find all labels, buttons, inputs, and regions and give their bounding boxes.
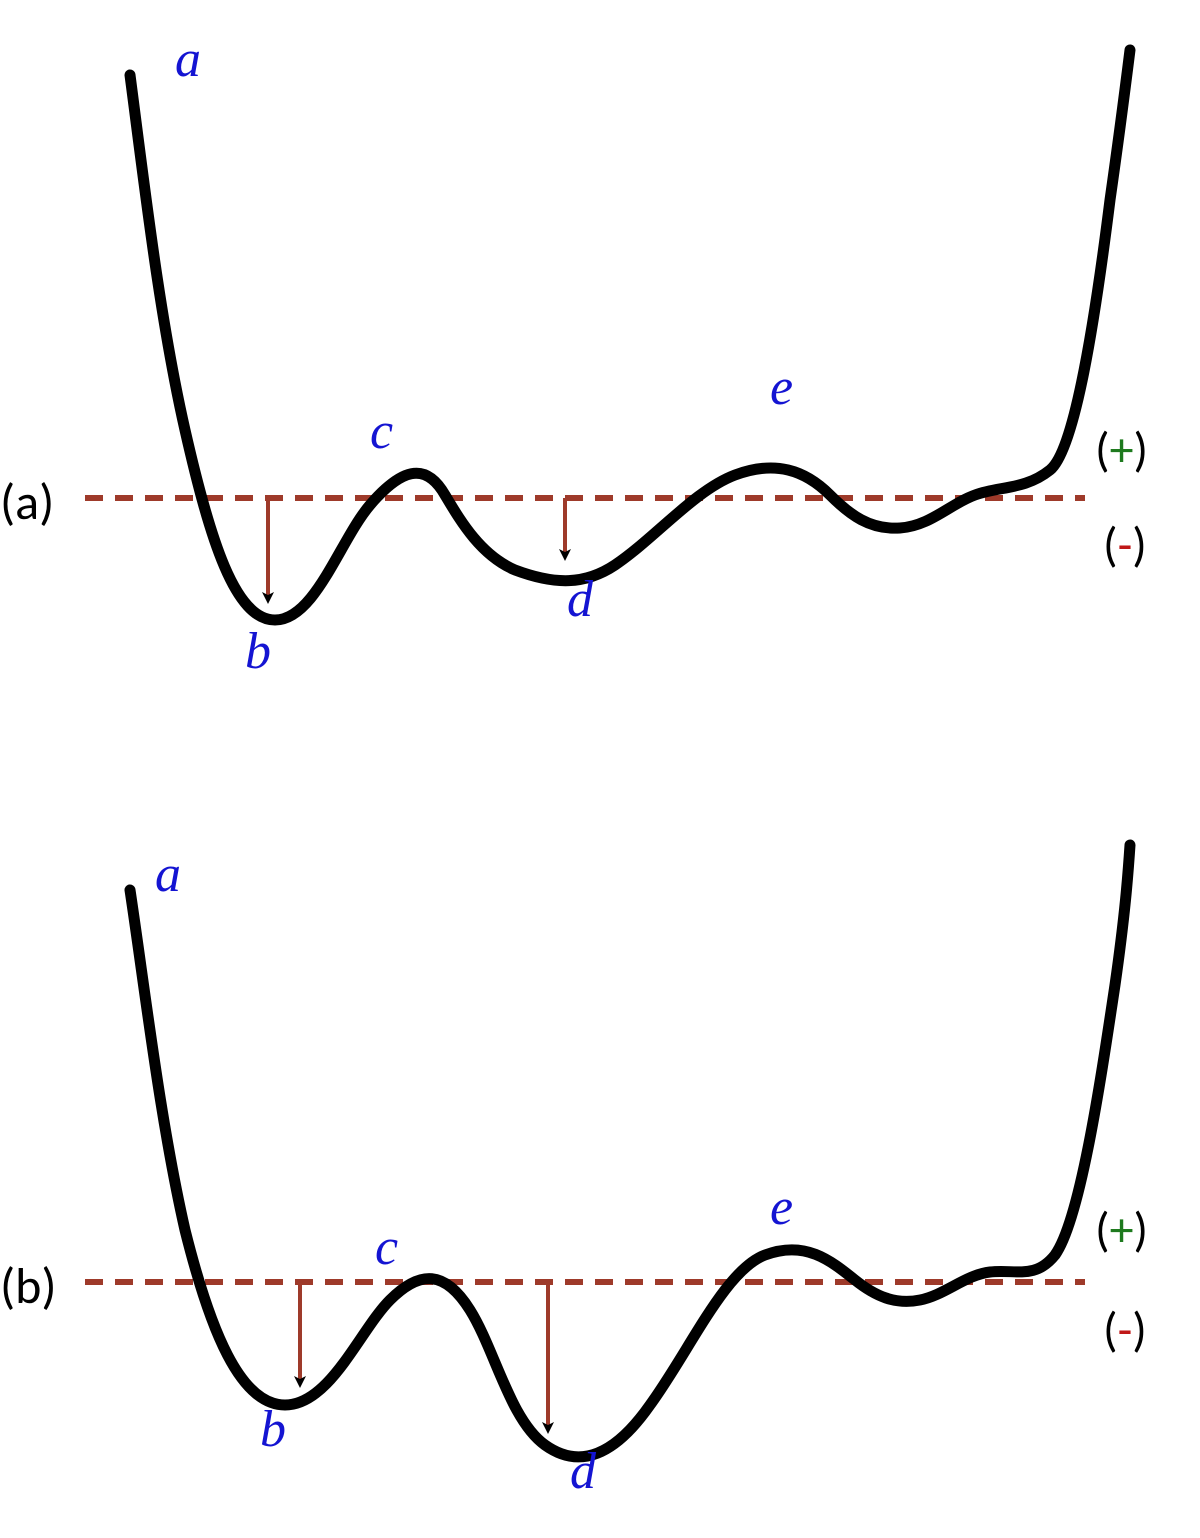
panel-b-label: (b) [0,1256,57,1317]
point-a-a: a [175,30,201,89]
panel-a-label: (a) [0,472,54,533]
sign-b-plus: (+) [1095,1200,1148,1259]
point-a-b: b [245,622,271,681]
point-b-a: a [155,845,181,904]
panel-a [85,50,1130,620]
sign-b-minus: (-) [1103,1300,1147,1359]
sign-a-plus: (+) [1095,420,1148,479]
point-a-d: d [567,570,593,629]
point-b-b: b [260,1400,286,1459]
point-a-c: c [370,402,393,461]
point-b-c: c [375,1218,398,1277]
figure: (a) a b c d e (+) (-) (b) a b c d e (+) … [0,0,1200,1538]
potential-curve-a [130,50,1130,620]
panel-b [85,845,1130,1457]
point-b-e: e [770,1178,793,1237]
sign-a-minus: (-) [1103,515,1147,574]
diagram-svg [0,0,1200,1538]
potential-curve-b [130,845,1130,1457]
point-a-e: e [770,358,793,417]
point-b-d: d [570,1442,596,1501]
